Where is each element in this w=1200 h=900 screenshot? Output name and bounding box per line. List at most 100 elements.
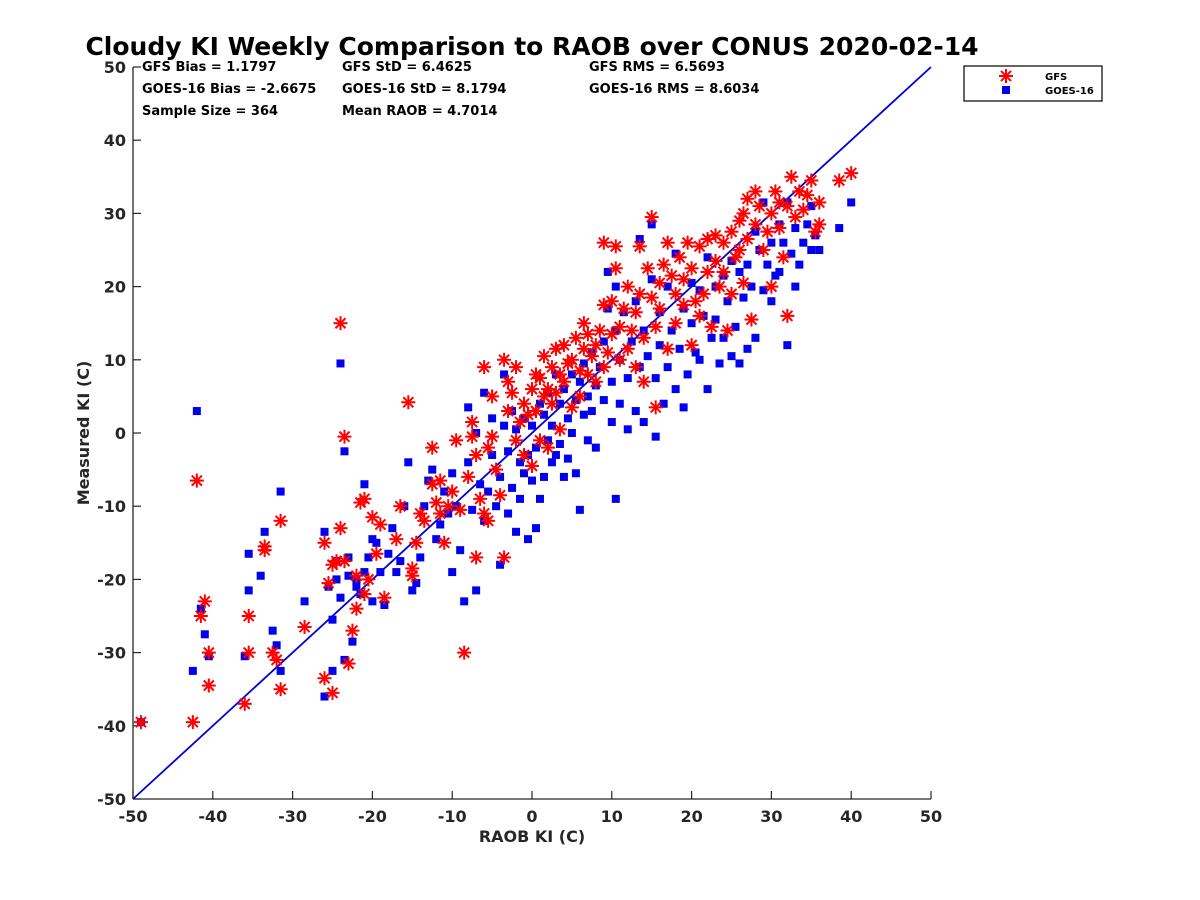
gfs-point	[608, 261, 623, 276]
gfs-point	[600, 345, 615, 360]
goes16-point	[464, 403, 473, 412]
goes16-point	[420, 502, 429, 511]
goes16-point	[444, 509, 453, 518]
gfs-point	[337, 554, 352, 569]
gfs-point	[612, 319, 627, 334]
goes16-point	[512, 425, 521, 434]
statistics-text-block: GFS Bias = 1.1797 GFS StD = 6.4625 GFS R…	[142, 60, 759, 119]
gfs-point	[241, 609, 256, 623]
goes16-point	[659, 399, 668, 408]
y-axis-label: Measured KI (C)	[74, 361, 93, 506]
gfs-point	[844, 166, 859, 181]
gfs-point	[273, 682, 288, 697]
gfs-point	[764, 279, 779, 294]
goes16-point	[336, 593, 345, 602]
gfs-point	[564, 352, 579, 367]
goes16-point	[707, 333, 716, 342]
gfs-point	[640, 261, 655, 276]
gfs-point	[505, 385, 520, 400]
goes16-point	[276, 487, 285, 496]
gfs-point	[588, 338, 603, 353]
goes16-point	[583, 436, 592, 445]
gfs-point	[652, 275, 667, 290]
goes16-point	[543, 436, 552, 445]
goes16-point	[563, 454, 572, 463]
gfs-point	[349, 568, 364, 583]
gfs-point	[748, 217, 763, 232]
gfs-point	[453, 502, 468, 517]
goes16-point	[476, 480, 485, 489]
goes16-point	[791, 224, 800, 233]
goes16-point	[512, 527, 521, 536]
goes16-point	[372, 538, 381, 547]
gfs-point	[201, 645, 216, 660]
goes16-point	[691, 348, 700, 357]
x-tick-label: 50	[920, 807, 942, 826]
goes16-point	[623, 425, 632, 434]
gfs-point	[536, 349, 551, 364]
goes16-point	[320, 692, 329, 701]
gfs-point	[185, 715, 200, 730]
goes16-point	[567, 370, 576, 379]
gfs-point	[764, 206, 779, 221]
goes16-point	[747, 282, 756, 291]
gfs-point	[405, 568, 420, 583]
goes16-point	[563, 414, 572, 423]
goes16-point	[412, 579, 421, 588]
gfs-point	[672, 250, 687, 265]
series-goes16	[136, 198, 856, 727]
gfs-point	[497, 550, 512, 565]
goes16-point	[524, 535, 533, 544]
gfs-point	[648, 319, 663, 334]
gfs-point	[509, 433, 524, 448]
goes16-point	[715, 359, 724, 368]
gfs-point	[768, 184, 783, 199]
goes16-point	[516, 458, 525, 467]
goes16-point	[559, 472, 568, 481]
gfs-point	[732, 213, 747, 228]
goes16-point	[603, 267, 612, 276]
gfs-point	[489, 462, 504, 477]
gfs-point	[636, 330, 651, 345]
gfs-point	[369, 546, 384, 561]
gfs-point	[688, 294, 703, 309]
gfs-point	[273, 513, 288, 528]
gfs-point	[724, 286, 739, 301]
gfs-point	[708, 253, 723, 268]
goes16-point	[631, 297, 640, 306]
gfs-point	[796, 202, 811, 217]
x-tick-label: -30	[278, 807, 307, 826]
gfs-point	[481, 513, 496, 528]
gfs-point	[485, 389, 500, 404]
goes16-point	[360, 480, 369, 489]
goes16-point	[791, 282, 800, 291]
stat-gfs-rms: GFS RMS = 6.5693	[589, 60, 725, 75]
goes16-point	[583, 392, 592, 401]
goes16-point	[639, 418, 648, 427]
goes16-point	[667, 326, 676, 335]
gfs-point	[357, 587, 372, 602]
gfs-point	[361, 572, 376, 587]
goes16-point	[348, 637, 357, 646]
goes16-point	[751, 227, 760, 236]
goes16-point	[711, 315, 720, 324]
gfs-point	[473, 491, 488, 506]
gfs-point	[784, 169, 799, 184]
goes16-point	[276, 666, 285, 675]
gfs-point	[716, 264, 731, 279]
goes16-point	[559, 385, 568, 394]
gfs-point	[548, 385, 563, 400]
gfs-point	[696, 286, 711, 301]
goes16-point	[500, 370, 509, 379]
goes16-point	[388, 524, 397, 533]
gfs-point	[465, 429, 480, 444]
goes16-point	[320, 527, 329, 536]
x-tick-label: 20	[680, 807, 702, 826]
gfs-point	[373, 517, 388, 532]
goes16-point	[539, 410, 548, 419]
goes16-point	[627, 337, 636, 346]
gfs-point	[612, 352, 627, 367]
gfs-point	[517, 396, 532, 411]
gfs-point	[644, 290, 659, 305]
